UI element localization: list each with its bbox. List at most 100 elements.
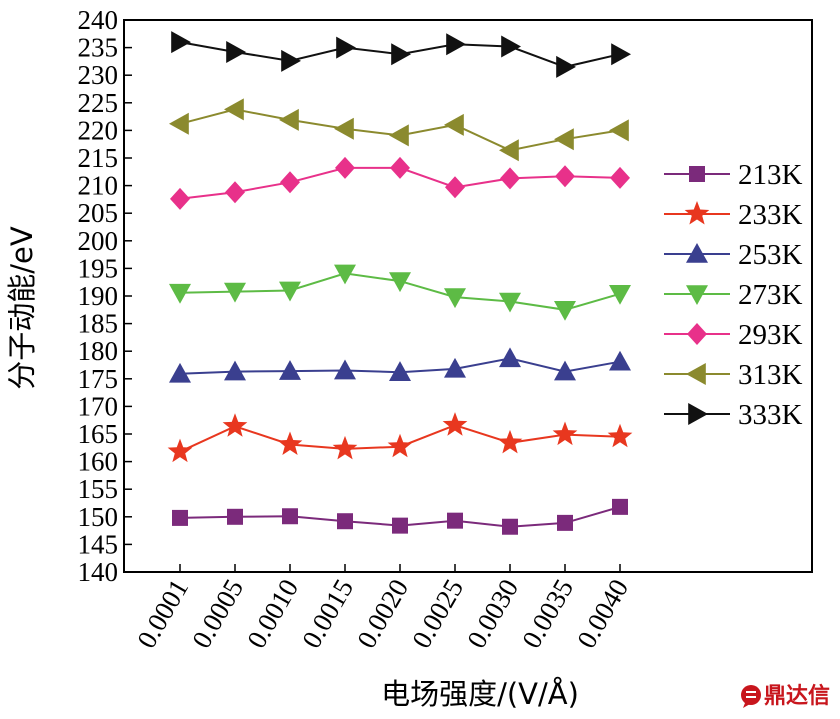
y-tick-label: 140 xyxy=(78,557,119,587)
data-point xyxy=(392,517,408,534)
data-point xyxy=(502,518,518,535)
x-tick-label: 0.0005 xyxy=(186,574,249,653)
data-point xyxy=(609,119,629,142)
data-point xyxy=(612,498,628,515)
x-tick-label: 0.0020 xyxy=(351,574,414,653)
series-333K xyxy=(171,31,631,78)
data-point xyxy=(337,513,353,530)
legend-label: 313K xyxy=(738,359,803,391)
data-point xyxy=(556,55,576,78)
y-axis-title: 分子动能/eV xyxy=(5,226,39,390)
data-point xyxy=(279,108,299,131)
y-tick-label: 200 xyxy=(78,226,119,256)
y-tick-label: 230 xyxy=(78,60,119,90)
data-point xyxy=(497,429,523,454)
data-point xyxy=(170,187,190,210)
legend-item: 273K xyxy=(664,279,803,311)
legend-marker xyxy=(684,201,710,225)
x-tick-label: 0.0030 xyxy=(461,574,524,653)
data-point xyxy=(224,360,246,381)
series-273K xyxy=(169,264,631,321)
y-tick-label: 225 xyxy=(78,88,119,118)
legend-item: 293K xyxy=(664,319,803,351)
data-point xyxy=(391,43,411,66)
y-tick-label: 195 xyxy=(78,253,119,283)
legend-marker xyxy=(687,323,707,345)
data-point xyxy=(444,113,464,136)
y-tick-label: 235 xyxy=(78,33,119,63)
legend-label: 333K xyxy=(738,399,803,431)
data-point xyxy=(500,167,520,190)
data-point xyxy=(336,36,356,59)
data-point xyxy=(279,360,301,380)
data-point xyxy=(499,292,521,313)
data-point xyxy=(334,359,356,380)
data-point xyxy=(446,33,466,56)
legend-marker xyxy=(686,363,706,385)
data-point xyxy=(172,509,188,526)
data-point xyxy=(389,124,409,147)
data-point xyxy=(444,357,466,378)
legend: 213K 233K 253K 273K 293K 313K 333K xyxy=(664,159,803,431)
data-point xyxy=(501,35,521,58)
data-point xyxy=(554,301,576,321)
legend-item: 313K xyxy=(664,359,803,391)
y-tick-label: 170 xyxy=(78,391,119,421)
y-tick-label: 145 xyxy=(78,529,119,559)
legend-marker xyxy=(688,403,708,425)
series-233K xyxy=(167,412,633,463)
y-tick-label: 205 xyxy=(78,198,119,228)
data-point xyxy=(447,512,463,529)
x-tick-label: 0.0025 xyxy=(406,574,469,653)
y-tick-label: 210 xyxy=(78,171,119,201)
data-point xyxy=(554,128,574,151)
data-point xyxy=(224,282,246,303)
x-tick-label: 0.0010 xyxy=(241,574,304,653)
legend-marker xyxy=(686,243,708,263)
x-tick-label: 0.0035 xyxy=(516,574,579,653)
series-group xyxy=(167,31,633,535)
plot-frame xyxy=(123,19,813,573)
data-point xyxy=(334,264,356,285)
y-tick-label: 150 xyxy=(78,502,119,532)
series-253K xyxy=(169,347,631,383)
x-tick-label: 0.0015 xyxy=(296,574,359,653)
legend-item: 253K xyxy=(664,239,803,271)
legend-item: 213K xyxy=(664,159,803,191)
data-point xyxy=(609,284,631,305)
data-point xyxy=(171,31,191,54)
data-point xyxy=(552,421,578,446)
y-tick-label: 215 xyxy=(78,143,119,173)
x-axis-title: 电场强度/(V/Å) xyxy=(381,677,579,711)
watermark: 鼎达信 xyxy=(741,683,830,709)
data-point xyxy=(280,171,300,194)
data-point xyxy=(499,139,519,162)
legend-label: 213K xyxy=(738,159,803,191)
data-point xyxy=(332,435,358,460)
legend-marker xyxy=(689,166,705,182)
legend-label: 293K xyxy=(738,319,803,351)
data-point xyxy=(277,431,303,456)
data-point xyxy=(445,176,465,199)
data-point xyxy=(169,283,191,304)
watermark-text: 鼎达信 xyxy=(764,683,830,709)
data-point xyxy=(169,112,189,135)
y-tick-label: 190 xyxy=(78,281,119,311)
data-point xyxy=(555,165,575,188)
data-point xyxy=(281,49,301,72)
series-213K xyxy=(172,498,628,535)
y-tick-label: 180 xyxy=(78,336,119,366)
y-tick-label: 165 xyxy=(78,419,119,449)
data-point xyxy=(282,508,298,525)
data-point xyxy=(167,438,193,463)
data-point xyxy=(499,347,521,368)
data-point xyxy=(224,98,244,121)
chat-bubble-logo-icon xyxy=(741,685,761,708)
data-point xyxy=(225,181,245,204)
x-axis: 0.00010.00050.00100.00150.00200.00250.00… xyxy=(131,564,634,653)
data-point xyxy=(169,362,191,383)
legend-item: 233K xyxy=(664,199,803,231)
legend-label: 233K xyxy=(738,199,803,231)
y-tick-label: 175 xyxy=(78,364,119,394)
